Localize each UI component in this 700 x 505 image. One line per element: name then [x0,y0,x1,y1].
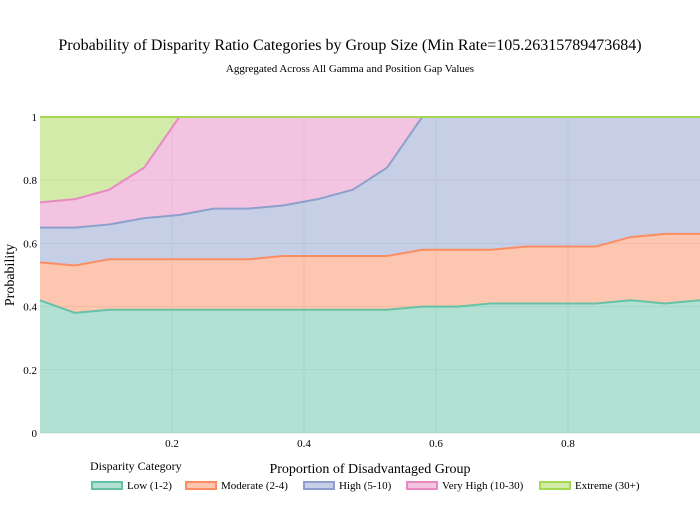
y-tick-label: 0.6 [23,238,37,250]
legend-swatch [185,481,217,490]
area-series-1 [40,300,700,433]
chart-title: Probability of Disparity Ratio Categorie… [58,37,641,54]
x-tick-label: 0.2 [165,438,179,450]
y-tick-label: 0.2 [23,365,37,377]
line-series-2 [39,232,700,267]
y-axis-label: Probability [3,244,18,306]
y-tick-label: 0 [32,428,38,440]
legend-swatch [539,481,571,490]
legend-label: Very High (10-30) [442,480,524,492]
x-tick-label: 0.6 [429,438,443,450]
legend-item-2[interactable]: Moderate (2-4) [185,480,288,492]
legend-label: Low (1-2) [127,480,172,492]
area-series-2 [40,233,700,313]
area-series-5 [40,117,700,203]
legend-swatch [303,481,335,490]
legend: Low (1-2) Moderate (2-4) High (5-10) Very H… [91,480,640,492]
area-series-4 [40,117,700,228]
line-series-1 [39,299,700,314]
area-series-3 [40,117,700,266]
areas [40,117,700,433]
legend-item-1[interactable]: Low (1-2) [91,480,172,492]
legend-swatch [406,481,438,490]
legend-label: Moderate (2-4) [221,480,288,492]
y-tick-label: 0.4 [23,302,37,314]
legend-label: Extreme (30+) [575,480,640,492]
x-tick-label: 0.4 [297,438,311,450]
legend-swatch [91,481,123,490]
legend-title: Disparity Category [90,459,182,473]
y-tick-label: 1 [32,112,38,124]
series-lines [39,116,700,314]
y-tick-label: 0.8 [23,175,37,187]
legend-item-4[interactable]: Very High (10-30) [406,480,524,492]
x-tick-label: 0.8 [561,438,575,450]
legend-item-5[interactable]: Extreme (30+) [539,480,640,492]
x-tick-labels: 0.2 0.4 0.6 0.8 [165,438,575,450]
chart-subtitle: Aggregated Across All Gamma and Position… [226,63,474,75]
legend-item-3[interactable]: High (5-10) [303,480,392,492]
x-axis-label: Proportion of Disadvantaged Group [269,462,470,477]
y-tick-labels: 0 0.2 0.4 0.6 0.8 1 [23,112,37,440]
legend-label: High (5-10) [339,480,392,492]
